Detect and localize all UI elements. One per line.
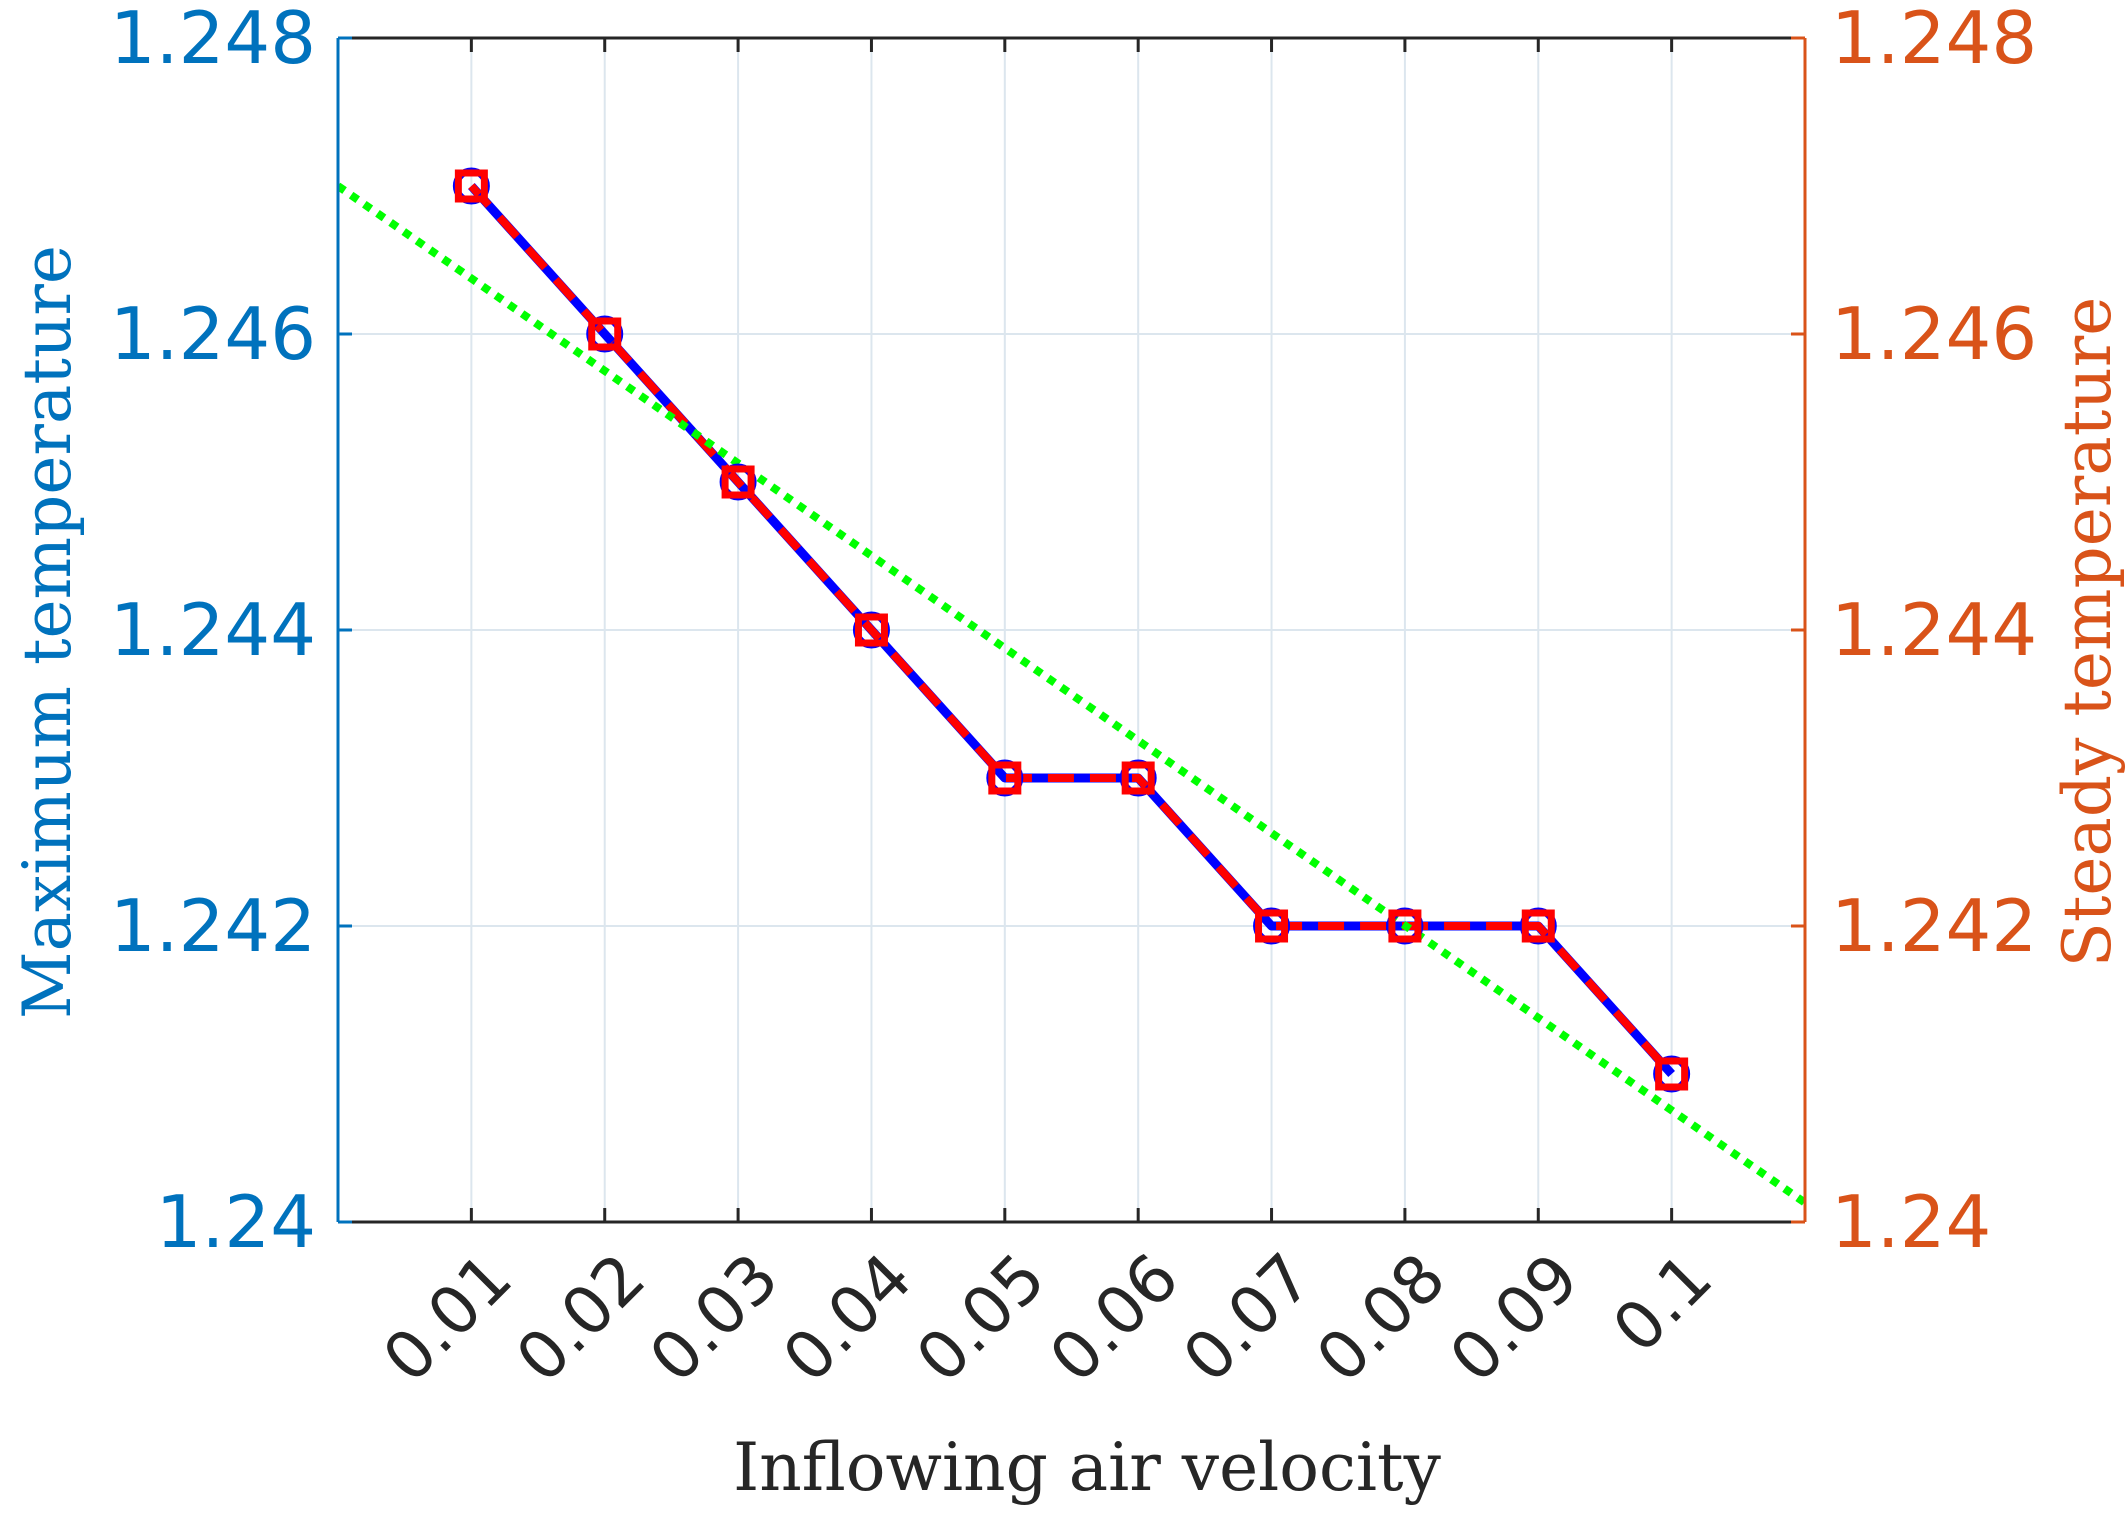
steady-temp-point-5 [988, 761, 1022, 795]
y-right-tick-label-1: 1.24 [1831, 1180, 1991, 1264]
steady-temp-point-7 [1255, 909, 1289, 943]
y-left-tick-label-2: 1.242 [110, 884, 316, 968]
y-left-tick-label-1: 1.24 [156, 1180, 316, 1264]
steady-temp-point-10 [1655, 1057, 1689, 1091]
y-left-tick-label-3: 1.244 [110, 588, 316, 672]
x-axis-title: Inflowing air velocity [733, 1429, 1441, 1506]
y-right-tick-label-2: 1.242 [1831, 884, 2037, 968]
steady-temp-point-2 [588, 317, 622, 351]
y-left-tick-label-5: 1.248 [110, 0, 316, 80]
steady-temp-point-1 [454, 169, 488, 203]
y-right-tick-label-5: 1.248 [1831, 0, 2037, 80]
steady-temp-point-8 [1388, 909, 1422, 943]
plot-area [338, 167, 1805, 1207]
steady-temp-point-3 [721, 465, 755, 499]
axes [336, 36, 1807, 1224]
y-left-tick-label-4: 1.246 [110, 292, 316, 376]
steady-temp-point-6 [1121, 761, 1155, 795]
y-right-tick-label-3: 1.244 [1831, 588, 2037, 672]
y-right-tick-label-4: 1.246 [1831, 292, 2037, 376]
series-steady-temp-line [468, 183, 1675, 1077]
y-axis-left-title: Maximum temperature [9, 245, 86, 1019]
steady-temp-point-9 [1521, 909, 1555, 943]
y-axis-right-title: Steady temperature [2049, 297, 2126, 968]
steady-temp-point-4 [854, 613, 888, 647]
